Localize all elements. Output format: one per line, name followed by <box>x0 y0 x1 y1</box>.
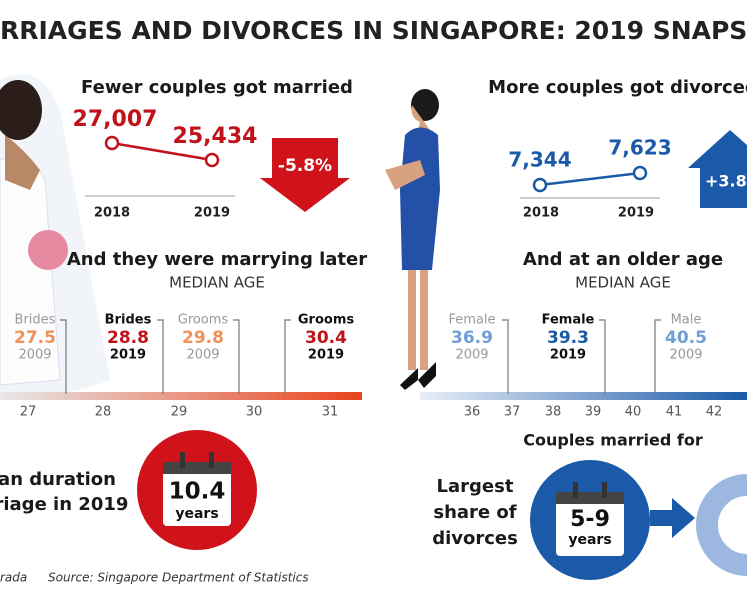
marker-year: 2019 <box>308 348 344 363</box>
text-line: Largest <box>437 476 514 497</box>
marker-line <box>284 319 291 394</box>
year: 2018 <box>94 206 130 221</box>
marker-label: Brides <box>105 313 152 328</box>
marker-line <box>233 319 240 394</box>
arrow <box>650 498 695 538</box>
tick-label: 27 <box>20 405 37 420</box>
value: 25,434 <box>173 124 258 149</box>
text-line: divorces <box>432 528 518 549</box>
calendar <box>163 462 231 526</box>
subheading: MEDIAN AGE <box>169 274 265 292</box>
section-heading: Couples married for <box>523 431 703 450</box>
section-heading: More couples got divorced <box>488 77 747 98</box>
subheading: MEDIAN AGE <box>575 274 671 292</box>
section-heading: And they were marrying later <box>67 249 367 270</box>
marker-line <box>599 319 606 394</box>
calendar-ring <box>573 482 578 498</box>
unit: years <box>568 532 611 548</box>
tick-label: 29 <box>171 405 188 420</box>
section-heading: And at an older age <box>523 249 723 270</box>
marker-label: Female <box>448 313 495 328</box>
value: 27,007 <box>73 107 158 132</box>
calendar-ring <box>209 452 214 468</box>
text-line: an duration <box>0 469 116 490</box>
up-arrow <box>688 130 747 208</box>
change: -5.8% <box>278 156 332 176</box>
marker-year: 2019 <box>110 348 146 363</box>
value: 10.4 <box>169 479 226 505</box>
marker-year: 2009 <box>455 348 488 363</box>
calendar-top <box>163 462 231 474</box>
tick-label: 31 <box>322 405 339 420</box>
value: 5-9 <box>570 507 610 532</box>
age-bar <box>420 392 747 400</box>
value: 7,623 <box>608 136 671 160</box>
tick-label: 28 <box>95 405 112 420</box>
section-heading: Fewer couples got married <box>81 77 353 98</box>
marker-label: Grooms <box>178 313 229 328</box>
marker-year: 2019 <box>550 348 586 363</box>
tick-label: 39 <box>585 405 602 420</box>
marker-value: 30.4 <box>305 328 347 348</box>
source: Source: Singapore Department of Statisti… <box>48 571 309 585</box>
trend-line <box>539 171 641 187</box>
year: 2019 <box>618 206 654 221</box>
title: RRIAGES AND DIVORCES IN SINGAPORE: 2019 … <box>0 16 747 45</box>
marker-line <box>654 319 661 394</box>
value: 7,344 <box>508 148 571 172</box>
marker-label: Brides <box>15 313 56 328</box>
text-line: rriage in 2019 <box>0 494 128 515</box>
marker-label: Male <box>671 313 702 328</box>
credit: rada <box>0 571 27 585</box>
calendar-top <box>556 492 624 504</box>
woman-illustration <box>385 89 440 390</box>
marker-value: 29.8 <box>182 328 224 348</box>
marker-value: 39.3 <box>547 328 589 348</box>
tick-label: 30 <box>246 405 263 420</box>
bride-illustration <box>0 74 110 397</box>
marker-year: 2009 <box>669 348 702 363</box>
tick-label: 42 <box>706 405 723 420</box>
marker-value: 28.8 <box>107 328 149 348</box>
marker-line <box>157 319 164 394</box>
tick-label: 37 <box>504 405 521 420</box>
marker-line <box>502 319 509 394</box>
marker-line <box>60 319 67 394</box>
trend-line <box>111 141 213 162</box>
tick-label: 41 <box>666 405 683 420</box>
marker-year: 2009 <box>18 348 51 363</box>
tick-label: 40 <box>625 405 642 420</box>
calendar-ring <box>180 452 185 468</box>
point <box>532 177 548 193</box>
marker-label: Grooms <box>298 313 354 328</box>
calendar <box>556 492 624 556</box>
point <box>204 152 220 168</box>
year: 2018 <box>523 206 559 221</box>
tick-label: 36 <box>464 405 481 420</box>
point <box>104 135 120 151</box>
down-arrow <box>260 138 350 212</box>
unit: years <box>175 506 218 522</box>
point <box>632 165 648 181</box>
marker-value: 40.5 <box>665 328 707 348</box>
ring <box>696 474 747 576</box>
year: 2019 <box>194 206 230 221</box>
marker-label: Female <box>542 313 595 328</box>
change: +3.8 <box>705 172 747 191</box>
calendar-ring <box>602 482 607 498</box>
marker-value: 27.5 <box>14 328 56 348</box>
marker-value: 36.9 <box>451 328 493 348</box>
text-line: share of <box>433 502 516 523</box>
tick-label: 38 <box>545 405 562 420</box>
marker-year: 2009 <box>186 348 219 363</box>
age-bar <box>0 392 362 400</box>
